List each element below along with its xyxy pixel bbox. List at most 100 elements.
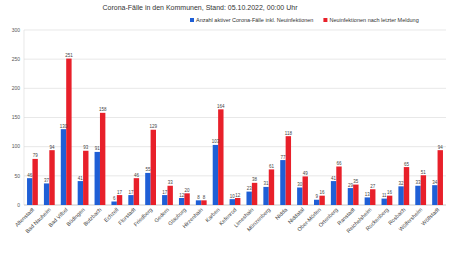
bar [348,188,353,205]
bar [438,150,443,205]
title: Corona-Fälle in den Kommunen, Stand: 05.… [103,4,299,11]
data-label: 79 [33,153,39,158]
data-label: 8 [197,195,200,200]
bar [95,152,100,205]
grid-line [24,59,446,60]
data-label: 46 [134,173,140,178]
data-label: 12 [179,193,185,198]
bar [151,130,156,205]
data-label: 16 [320,190,326,195]
x-tick-label: Butzbach [82,206,102,226]
bar [382,199,387,205]
bar [235,198,240,205]
y-axis [24,30,25,205]
data-label: 17 [129,190,135,195]
data-label: 17 [162,190,168,195]
data-label: 32 [399,181,405,186]
data-label: 251 [65,53,73,58]
data-label: 93 [83,145,89,150]
bar [319,196,324,205]
x-tick-label: Bad Nauheim [24,206,52,234]
data-label: 35 [353,179,359,184]
grid-line [24,88,446,89]
bar [66,59,71,205]
bar [134,178,139,205]
y-tick-label: 0 [17,202,20,208]
data-label: 8 [203,195,206,200]
y-tick-label: 50 [14,173,20,179]
y-tick-label: 200 [12,85,21,91]
bars [27,59,443,205]
y-tick-label: 150 [12,114,21,120]
bar [83,151,88,205]
bar [286,136,291,205]
legend-swatch [323,18,327,22]
data-label: 6 [113,196,116,201]
data-label: 30 [297,182,303,187]
data-label: 41 [78,176,84,181]
bar [184,193,189,205]
data-label: 31 [264,181,270,186]
data-label: 130 [60,124,68,129]
data-label: 94 [50,145,56,150]
bar [196,200,201,205]
data-label: 49 [303,171,309,176]
x-tick-label: Ober-Mörlen [296,206,322,232]
data-label: 51 [421,170,427,175]
bar [111,202,116,206]
x-tick-label: Friedberg [132,206,153,227]
x-tick-label: Ortenberg [317,206,339,228]
x-tick-label: Nidda [274,206,289,221]
bar [387,196,392,205]
bar [432,185,437,205]
bar [117,195,122,205]
bar [246,192,251,205]
bar [218,109,223,205]
bar [263,187,268,205]
data-label: 65 [404,162,410,167]
data-label: 23 [247,186,253,191]
data-label: 38 [252,177,258,182]
x-tick-label: Wölfersheim [398,206,424,232]
bar [421,175,426,205]
data-label: 33 [168,180,174,185]
bar [297,188,302,206]
legend-label: Anzahl aktiver Corona-Fälle inkl. Neuinf… [196,17,313,23]
data-label: 34 [432,180,438,185]
bar [162,195,167,205]
data-label: 37 [44,178,50,183]
bar [145,173,150,205]
data-label: 41 [331,176,337,181]
legend-label: Neuinfektionen nach letzter Meldung [329,17,418,23]
data-label: 16 [387,190,393,195]
data-label: 118 [285,131,293,136]
grid-line [24,117,446,118]
bar [365,197,370,205]
bar [280,160,285,205]
bar [269,169,274,205]
data-label: 9 [315,194,318,199]
data-label: 103 [212,139,220,144]
x-tick-label: Hirzenhain [181,206,204,229]
data-label: 46 [27,173,33,178]
bar [314,200,319,205]
bar [336,167,341,206]
x-tick-label: Münzenberg [246,206,272,232]
bar [167,186,172,205]
bar [49,150,54,205]
data-label: 17 [117,190,123,195]
bar [230,199,235,205]
data-label: 91 [95,146,101,151]
data-label: 164 [217,104,225,109]
bar [415,186,420,205]
y-tick-label: 250 [12,56,21,62]
grid-line [24,30,446,31]
data-label: 13 [365,192,371,197]
bar [100,113,105,205]
data-label: 129 [150,124,158,129]
bar [32,159,37,205]
bar [27,178,32,205]
x-tick-label: Wöllstadt [420,206,441,227]
bar [61,129,66,205]
bar [252,183,257,205]
